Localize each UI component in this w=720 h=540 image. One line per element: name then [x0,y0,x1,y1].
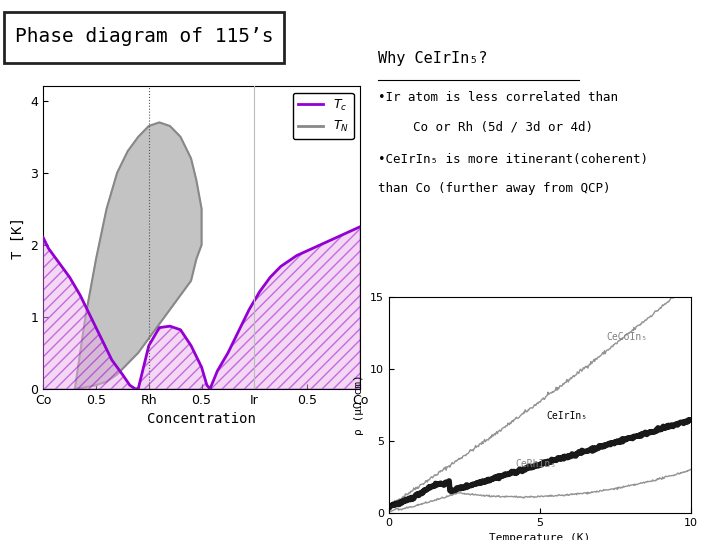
X-axis label: Temperature (K): Temperature (K) [490,534,590,540]
FancyBboxPatch shape [4,12,284,63]
Y-axis label: ρ (μΩ cm): ρ (μΩ cm) [354,375,364,435]
Polygon shape [138,326,210,389]
Text: Co or Rh (5d / 3d or 4d): Co or Rh (5d / 3d or 4d) [413,121,593,134]
Legend: $T_c$, $T_N$: $T_c$, $T_N$ [293,93,354,139]
Y-axis label: T [K]: T [K] [11,217,24,259]
Text: CeCoIn₅: CeCoIn₅ [606,332,648,342]
Text: Phase diagram of 115’s: Phase diagram of 115’s [14,27,274,46]
Polygon shape [75,123,202,389]
X-axis label: Concentration: Concentration [147,412,256,426]
Text: •Ir atom is less correlated than: •Ir atom is less correlated than [377,91,618,104]
Text: CeRhIn₅: CeRhIn₅ [516,459,557,469]
Text: than Co (further away from QCP): than Co (further away from QCP) [377,182,610,195]
Text: •CeIrIn₅ is more itinerant(coherent): •CeIrIn₅ is more itinerant(coherent) [377,153,648,166]
Text: Why CeIrIn₅?: Why CeIrIn₅? [377,51,487,65]
Polygon shape [43,238,138,389]
Polygon shape [210,227,360,389]
Text: CeIrIn₅: CeIrIn₅ [546,411,588,421]
